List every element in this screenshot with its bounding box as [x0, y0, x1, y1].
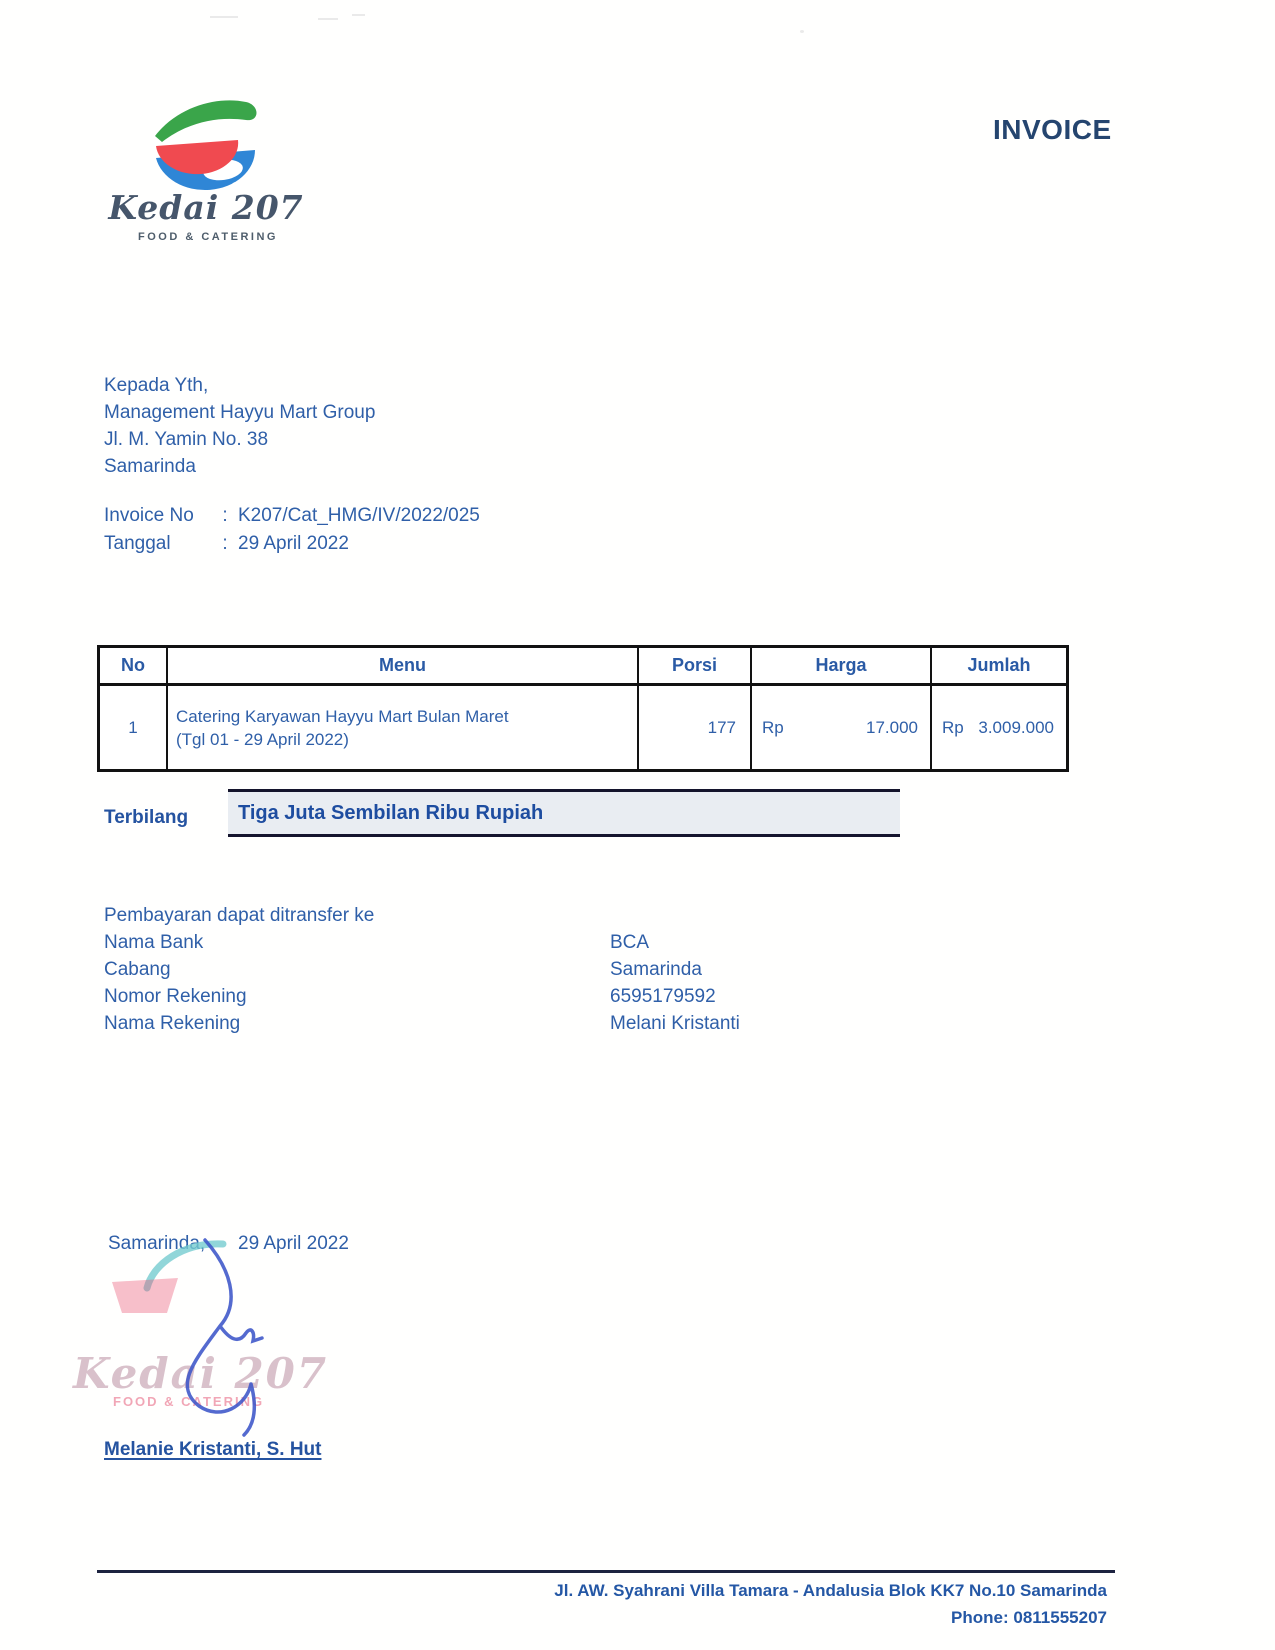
recipient-street: Jl. M. Yamin No. 38	[104, 429, 269, 450]
bank-row: Nama Bank BCA	[104, 929, 864, 956]
logo-red-bowl	[156, 140, 239, 175]
invoice-date-row: Tanggal : 29 April 2022	[104, 530, 480, 558]
handwritten-signature	[185, 1238, 264, 1437]
menu-cell: Catering Karyawan Hayyu Mart Bulan Maret…	[168, 686, 639, 769]
colon: :	[222, 505, 228, 526]
footer-address: Jl. AW. Syahrani Villa Tamara - Andalusi…	[554, 1581, 1107, 1600]
column-header-no: No	[100, 648, 168, 686]
footer-phone: Phone: 0811555207	[951, 1608, 1107, 1627]
column-header-jumlah: Jumlah	[932, 648, 1066, 686]
jumlah-cell: Rp 3.009.000	[932, 686, 1066, 769]
recipient-name: Management Hayyu Mart Group	[104, 402, 376, 423]
column-header-porsi: Porsi	[639, 648, 752, 686]
invoice-number-value: K207/Cat_HMG/IV/2022/025	[238, 505, 480, 526]
logo-green-spoon	[155, 100, 257, 142]
harga-cell: Rp 17.000	[752, 686, 932, 769]
stamp-tagline: FOOD & CATERING	[113, 1394, 264, 1409]
harga-value: 17.000	[866, 717, 918, 737]
recipient-city: Samarinda	[104, 456, 196, 477]
scan-artifact	[210, 16, 238, 18]
footer-block: Jl. AW. Syahrani Villa Tamara - Andalusi…	[300, 1577, 1107, 1631]
payment-block: Pembayaran dapat ditransfer ke Nama Bank…	[104, 902, 864, 1037]
menu-description-line1: Catering Karyawan Hayyu Mart Bulan Maret	[176, 706, 509, 726]
terbilang-band: Tiga Juta Sembilan Ribu Rupiah	[228, 789, 900, 837]
account-number-label: Nomor Rekening	[104, 986, 247, 1007]
column-header-menu: Menu	[168, 648, 639, 686]
recipient-salutation: Kepada Yth,	[104, 375, 209, 396]
invoice-date-label: Tanggal	[104, 533, 171, 554]
terbilang-label: Terbilang	[104, 807, 189, 828]
invoice-number-row: Invoice No : K207/Cat_HMG/IV/2022/025	[104, 502, 480, 530]
account-name-row: Nama Rekening Melani Kristanti	[104, 1010, 864, 1037]
amount-in-words: Tiga Juta Sembilan Ribu Rupiah	[238, 801, 544, 824]
payment-intro: Pembayaran dapat ditransfer ke	[104, 905, 375, 926]
account-name-label: Nama Rekening	[104, 1013, 241, 1034]
page-title: INVOICE	[993, 114, 1112, 145]
items-table: No Menu Porsi Harga Jumlah 1 Catering Ka…	[97, 645, 1069, 772]
kedai-207-logo-icon	[155, 100, 257, 192]
scan-artifact	[352, 14, 365, 16]
account-number-value: 6595179592	[610, 986, 716, 1007]
footer-divider	[97, 1570, 1115, 1573]
branch-label: Cabang	[104, 959, 171, 980]
bank-label: Nama Bank	[104, 932, 204, 953]
jumlah-currency: Rp	[942, 717, 964, 737]
colon: :	[222, 533, 228, 554]
menu-description-line2: (Tgl 01 - 29 April 2022)	[176, 729, 349, 749]
invoice-number-label: Invoice No	[104, 505, 194, 526]
stamp-bowl	[112, 1278, 178, 1313]
account-number-row: Nomor Rekening 6595179592	[104, 983, 864, 1010]
branch-row: Cabang Samarinda	[104, 956, 864, 983]
invoice-meta: Invoice No : K207/Cat_HMG/IV/2022/025 Ta…	[104, 502, 480, 558]
scan-artifact	[800, 30, 804, 33]
harga-currency: Rp	[762, 717, 784, 737]
company-stamp-and-signature: Kedai 207 FOOD & CATERING	[72, 1238, 326, 1437]
invoice-date-value: 29 April 2022	[238, 533, 349, 554]
branch-value: Samarinda	[610, 959, 702, 980]
column-header-harga: Harga	[752, 648, 932, 686]
recipient-block: Kepada Yth, Management Hayyu Mart Group …	[104, 372, 375, 480]
signer-name: Melanie Kristanti, S. Hut	[104, 1439, 322, 1460]
scan-artifact	[318, 18, 338, 20]
porsi-cell: 177	[639, 686, 752, 769]
logo-wordmark: Kedai 207	[108, 188, 304, 227]
signature-date: 29 April 2022	[238, 1233, 349, 1254]
jumlah-value: 3.009.000	[978, 717, 1054, 737]
row-number-cell: 1	[100, 686, 168, 769]
logo-tagline: FOOD & CATERING	[138, 231, 278, 243]
bank-value: BCA	[610, 932, 650, 953]
account-name-value: Melani Kristanti	[610, 1013, 740, 1034]
